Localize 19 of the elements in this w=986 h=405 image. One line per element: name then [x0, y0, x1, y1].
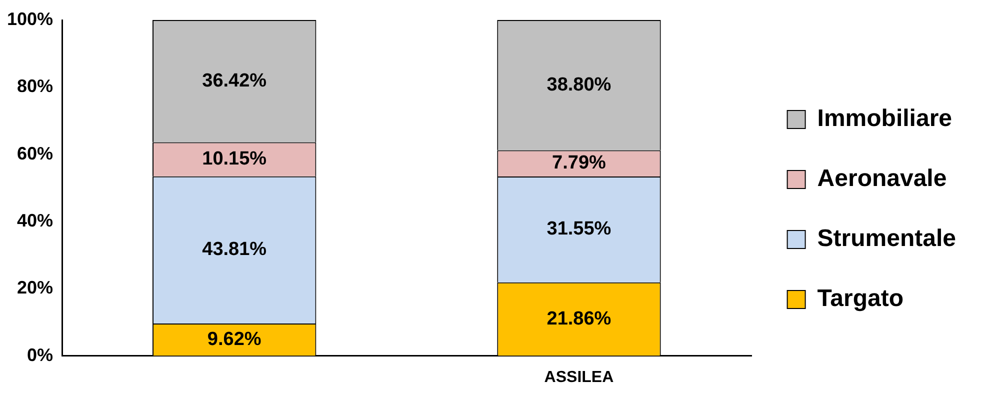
legend-label: Aeronavale	[817, 165, 947, 192]
data-label: 31.55%	[546, 218, 612, 240]
data-label: 7.79%	[552, 152, 606, 174]
y-tick-label: 60%	[17, 143, 54, 164]
data-label: 43.81%	[202, 239, 267, 260]
data-label: 36.42%	[202, 70, 267, 92]
legend-label: Targato	[817, 285, 904, 312]
data-label: 9.62%	[207, 328, 262, 350]
legend-label: Immobiliare	[817, 105, 952, 132]
y-tick-label: 0%	[27, 344, 54, 365]
y-tick-label: 100%	[6, 8, 54, 29]
legend-label: Strumentale	[817, 225, 956, 252]
x-tick-label: ASSILEA	[544, 368, 614, 386]
data-label: 21.86%	[546, 308, 612, 330]
y-tick-label: 40%	[17, 210, 54, 230]
y-tick-label: 80%	[17, 76, 54, 96]
y-tick-label: 20%	[17, 278, 54, 298]
data-label: 10.15%	[202, 148, 267, 170]
data-label: 38.80%	[546, 74, 612, 96]
